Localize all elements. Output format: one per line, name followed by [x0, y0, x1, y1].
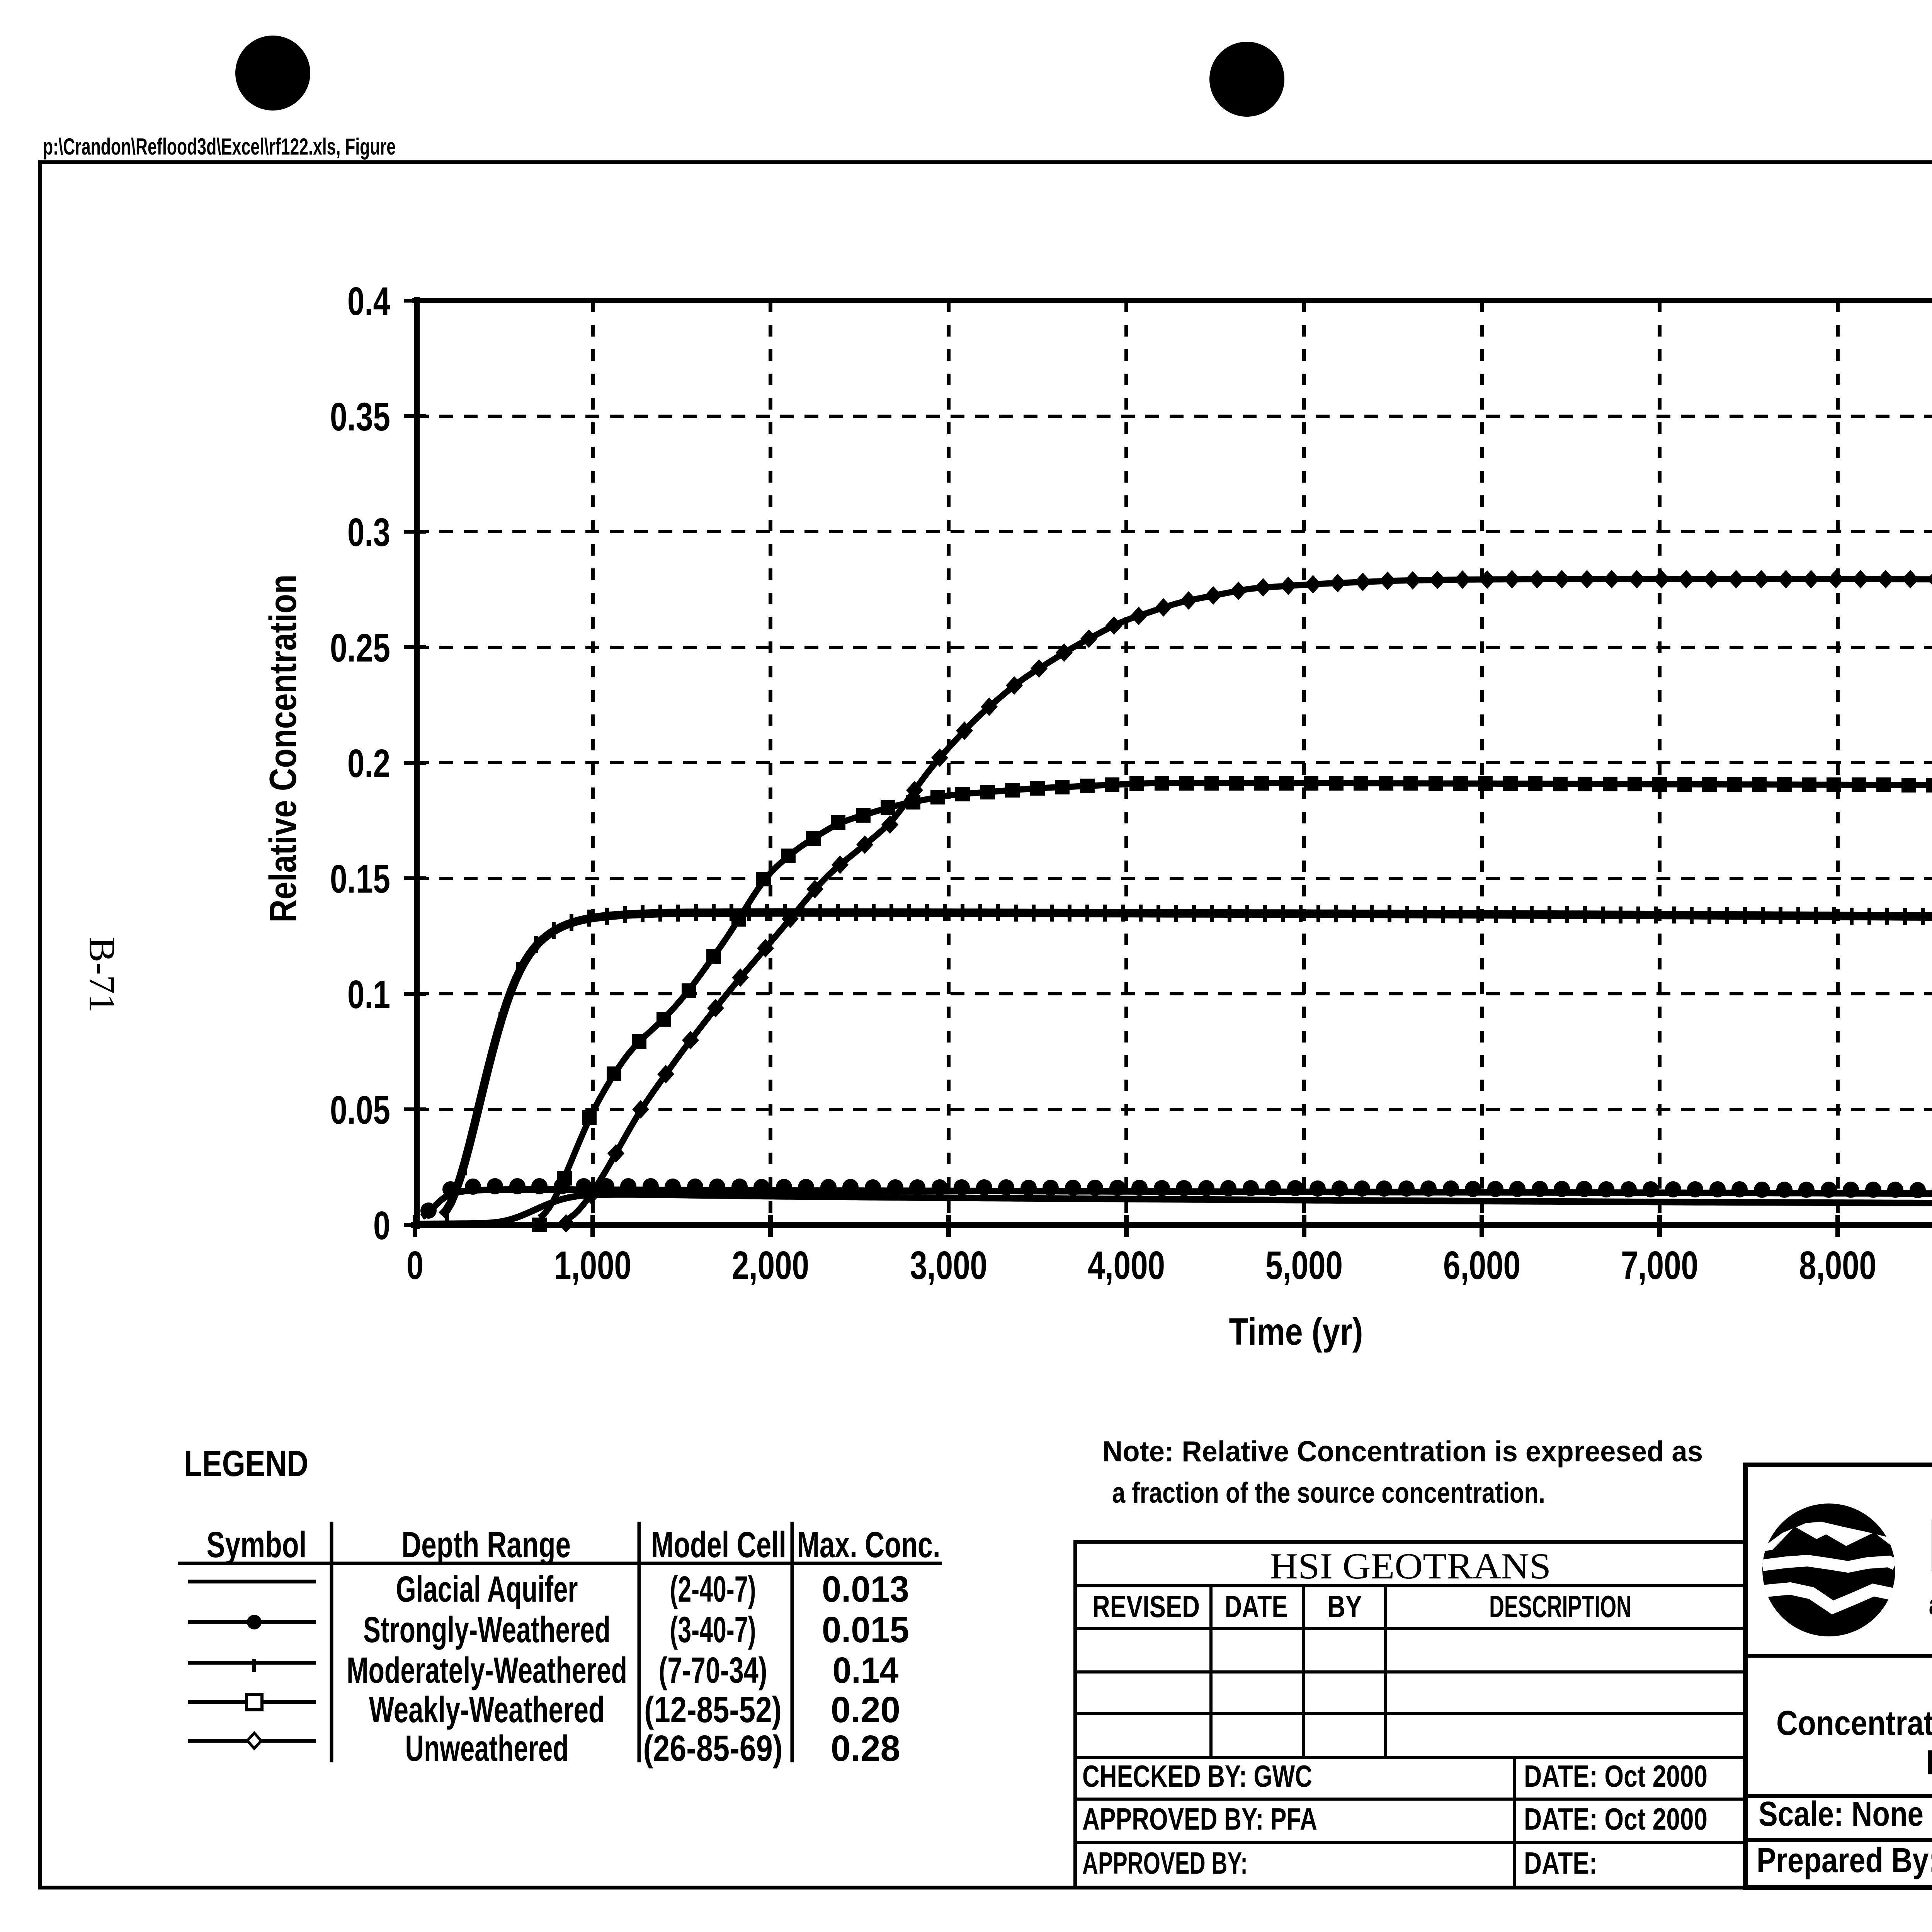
- svg-text:0.28: 0.28: [831, 1728, 900, 1769]
- svg-text:DATE: Oct 2000: DATE: Oct 2000: [1524, 1802, 1708, 1836]
- svg-text:8,000: 8,000: [1799, 1243, 1876, 1287]
- svg-text:0.35: 0.35: [330, 395, 390, 439]
- svg-text:Prepared By: HSI GEOTRANS: Prepared By: HSI GEOTRANS: [1757, 1841, 1932, 1880]
- svg-text:Model Cell: Model Cell: [651, 1524, 786, 1565]
- svg-text:6,000: 6,000: [1443, 1243, 1520, 1287]
- svg-text:HSI GEOTRANS: HSI GEOTRANS: [1270, 1546, 1551, 1587]
- svg-text:(7-70-34): (7-70-34): [659, 1650, 767, 1691]
- svg-text:(26-85-69): (26-85-69): [643, 1728, 783, 1769]
- svg-text:Low Porosity Simulation: Low Porosity Simulation: [1926, 1743, 1932, 1782]
- svg-text:Strongly-Weathered: Strongly-Weathered: [363, 1609, 611, 1650]
- svg-text:CHECKED BY: GWC: CHECKED BY: GWC: [1082, 1759, 1312, 1793]
- svg-text:0: 0: [406, 1243, 423, 1287]
- svg-text:Max. Conc.: Max. Conc.: [797, 1524, 940, 1565]
- svg-text:7,000: 7,000: [1621, 1243, 1698, 1287]
- svg-text:0.4: 0.4: [347, 279, 390, 323]
- svg-text:a Rio Algom company: a Rio Algom company: [1929, 1589, 1932, 1621]
- svg-text:0.2: 0.2: [347, 741, 390, 786]
- svg-text:Relative Concentration: Relative Concentration: [262, 575, 304, 923]
- svg-text:APPROVED BY:: APPROVED BY:: [1082, 1846, 1248, 1880]
- svg-text:LEGEND: LEGEND: [184, 1443, 308, 1484]
- svg-text:4,000: 4,000: [1088, 1243, 1165, 1287]
- svg-text:Moderately-Weathered: Moderately-Weathered: [347, 1650, 627, 1691]
- svg-text:BY: BY: [1327, 1589, 1362, 1624]
- svg-text:0: 0: [373, 1203, 390, 1248]
- svg-text:0.05: 0.05: [330, 1088, 390, 1132]
- svg-text:(12-85-52): (12-85-52): [644, 1689, 782, 1730]
- svg-text:B-71: B-71: [82, 937, 123, 1013]
- svg-text:REVISED: REVISED: [1092, 1589, 1200, 1624]
- svg-text:5,000: 5,000: [1265, 1243, 1343, 1287]
- svg-text:0.14: 0.14: [833, 1650, 899, 1691]
- svg-text:DATE:: DATE:: [1524, 1846, 1597, 1880]
- svg-text:DATE: DATE: [1225, 1589, 1288, 1624]
- svg-text:2,000: 2,000: [732, 1243, 809, 1287]
- svg-text:1,000: 1,000: [554, 1243, 631, 1287]
- svg-text:0.1: 0.1: [347, 972, 390, 1017]
- svg-text:Time (yr): Time (yr): [1229, 1310, 1363, 1353]
- svg-text:Unweathered: Unweathered: [405, 1728, 569, 1769]
- svg-text:Symbol: Symbol: [207, 1524, 307, 1565]
- svg-text:DESCRIPTION: DESCRIPTION: [1489, 1589, 1631, 1624]
- svg-text:Depth Range: Depth Range: [401, 1524, 571, 1565]
- svg-text:p:\Crandon\Reflood3d\Excel\rf1: p:\Crandon\Reflood3d\Excel\rf122.xls, Fi…: [43, 134, 396, 160]
- svg-text:0.015: 0.015: [822, 1609, 909, 1650]
- svg-text:DATE: Oct 2000: DATE: Oct 2000: [1524, 1759, 1708, 1793]
- svg-text:0.15: 0.15: [330, 857, 390, 901]
- svg-text:Weakly-Weathered: Weakly-Weathered: [369, 1689, 605, 1730]
- svg-text:Note: Relative Concentration i: Note: Relative Concentration is expreese…: [1102, 1435, 1703, 1468]
- svg-text:0.3: 0.3: [347, 510, 390, 554]
- svg-text:(2-40-7): (2-40-7): [670, 1569, 756, 1610]
- svg-text:APPROVED BY: PFA: APPROVED BY: PFA: [1082, 1802, 1317, 1836]
- svg-text:Concentration vs. Time at the: Concentration vs. Time at the DMZ Bounda…: [1776, 1704, 1932, 1743]
- svg-text:a fraction of the source conce: a fraction of the source concentration.: [1112, 1476, 1545, 1509]
- svg-text:3,000: 3,000: [910, 1243, 987, 1287]
- svg-text:Glacial Aquifer: Glacial Aquifer: [396, 1569, 578, 1610]
- svg-text:0.20: 0.20: [831, 1689, 900, 1730]
- svg-text:0.013: 0.013: [822, 1569, 909, 1610]
- svg-text:0.25: 0.25: [330, 626, 390, 670]
- svg-text:Nicolet Minerals: Nicolet Minerals: [1927, 1503, 1932, 1587]
- svg-text:(3-40-7): (3-40-7): [670, 1609, 756, 1650]
- svg-text:Scale: None: Scale: None: [1759, 1795, 1923, 1833]
